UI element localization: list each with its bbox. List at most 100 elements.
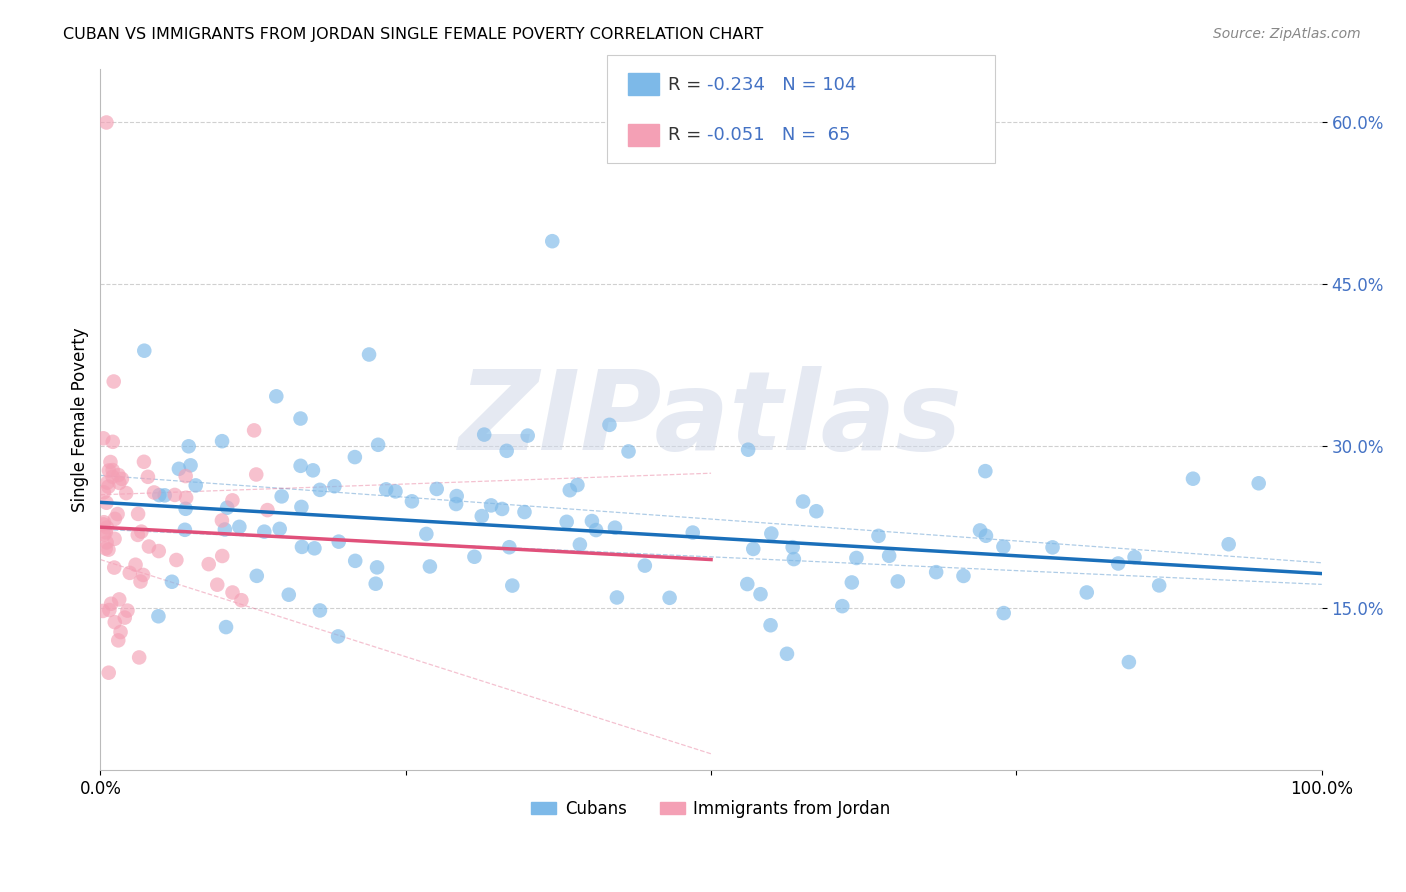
Immigrants from Jordan xyxy=(118,566,141,580)
Cubans xyxy=(969,524,991,538)
Cubans xyxy=(682,525,704,540)
Cubans xyxy=(1218,537,1240,551)
Cubans xyxy=(501,578,523,592)
Immigrants from Jordan xyxy=(197,557,219,571)
Cubans xyxy=(974,464,997,478)
Cubans xyxy=(974,529,997,543)
Immigrants from Jordan xyxy=(103,532,125,546)
Cubans xyxy=(761,526,783,541)
Text: -0.234   N = 104: -0.234 N = 104 xyxy=(707,76,856,94)
Cubans xyxy=(581,514,603,528)
Immigrants from Jordan xyxy=(174,491,197,505)
Immigrants from Jordan xyxy=(207,577,229,591)
Immigrants from Jordan xyxy=(117,604,139,618)
Cubans xyxy=(479,499,502,513)
Cubans xyxy=(1123,550,1146,565)
Cubans xyxy=(1076,585,1098,599)
Immigrants from Jordan xyxy=(124,558,146,572)
Immigrants from Jordan xyxy=(129,574,152,589)
Cubans xyxy=(277,588,299,602)
Cubans xyxy=(495,443,517,458)
Text: CUBAN VS IMMIGRANTS FROM JORDAN SINGLE FEMALE POVERTY CORRELATION CHART: CUBAN VS IMMIGRANTS FROM JORDAN SINGLE F… xyxy=(63,27,763,42)
Cubans xyxy=(742,541,765,556)
Cubans xyxy=(868,529,890,543)
Cubans xyxy=(555,515,578,529)
Cubans xyxy=(513,505,536,519)
Immigrants from Jordan xyxy=(245,467,267,482)
Immigrants from Jordan xyxy=(94,541,117,556)
Cubans xyxy=(323,479,346,493)
Immigrants from Jordan xyxy=(101,469,124,483)
Immigrants from Jordan xyxy=(97,542,120,557)
Immigrants from Jordan xyxy=(174,469,197,483)
Cubans xyxy=(180,458,202,473)
Immigrants from Jordan xyxy=(221,585,243,599)
Cubans xyxy=(291,540,314,554)
Immigrants from Jordan xyxy=(97,480,120,494)
Cubans xyxy=(160,574,183,589)
Immigrants from Jordan xyxy=(96,475,118,490)
Text: R =: R = xyxy=(668,76,707,94)
Cubans xyxy=(603,521,626,535)
Immigrants from Jordan xyxy=(94,525,117,540)
Cubans xyxy=(290,500,312,514)
Cubans xyxy=(516,428,538,442)
Cubans xyxy=(344,554,367,568)
Cubans xyxy=(215,620,238,634)
Cubans xyxy=(598,417,620,432)
Immigrants from Jordan xyxy=(104,615,127,630)
Immigrants from Jordan xyxy=(93,517,115,532)
Immigrants from Jordan xyxy=(132,455,155,469)
Cubans xyxy=(167,462,190,476)
Cubans xyxy=(472,427,495,442)
Cubans xyxy=(737,577,759,591)
Cubans xyxy=(290,411,312,425)
Immigrants from Jordan xyxy=(96,496,118,510)
Cubans xyxy=(246,569,269,583)
Immigrants from Jordan xyxy=(103,375,125,389)
Immigrants from Jordan xyxy=(93,485,115,500)
Text: -0.051   N =  65: -0.051 N = 65 xyxy=(707,126,851,144)
Immigrants from Jordan xyxy=(165,553,187,567)
Cubans xyxy=(384,484,406,499)
Cubans xyxy=(925,565,948,579)
Cubans xyxy=(993,540,1015,554)
Immigrants from Jordan xyxy=(211,513,233,527)
Immigrants from Jordan xyxy=(148,544,170,558)
Cubans xyxy=(148,488,170,502)
Cubans xyxy=(658,591,681,605)
Cubans xyxy=(567,478,589,492)
Cubans xyxy=(585,523,607,537)
Immigrants from Jordan xyxy=(127,507,149,521)
Cubans xyxy=(845,551,868,566)
Immigrants from Jordan xyxy=(93,527,115,541)
Immigrants from Jordan xyxy=(163,488,186,502)
Immigrants from Jordan xyxy=(243,423,266,437)
Cubans xyxy=(419,559,441,574)
Cubans xyxy=(343,450,366,464)
Cubans xyxy=(153,488,176,502)
Cubans xyxy=(759,618,782,632)
Immigrants from Jordan xyxy=(138,540,160,554)
Immigrants from Jordan xyxy=(107,468,129,483)
Cubans xyxy=(782,540,804,554)
Cubans xyxy=(214,523,236,537)
Immigrants from Jordan xyxy=(110,625,132,640)
Immigrants from Jordan xyxy=(100,597,122,611)
Immigrants from Jordan xyxy=(111,472,134,486)
Cubans xyxy=(463,549,485,564)
Cubans xyxy=(617,444,640,458)
Cubans xyxy=(309,483,332,497)
Cubans xyxy=(426,482,449,496)
Cubans xyxy=(375,483,398,497)
Cubans xyxy=(568,537,591,551)
Immigrants from Jordan xyxy=(97,463,120,477)
Cubans xyxy=(952,569,974,583)
Immigrants from Jordan xyxy=(101,434,124,449)
Cubans xyxy=(1107,557,1129,571)
Cubans xyxy=(148,609,170,624)
Cubans xyxy=(877,549,900,563)
Immigrants from Jordan xyxy=(231,593,253,607)
Cubans xyxy=(606,591,628,605)
Cubans xyxy=(302,463,325,477)
